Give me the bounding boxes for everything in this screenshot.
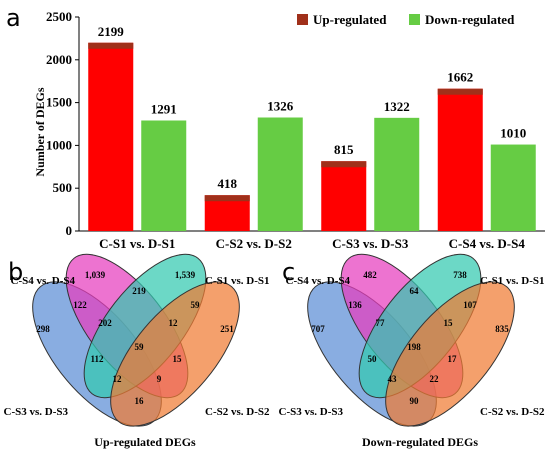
bar-up-regulated [88,42,134,232]
venn-set-label: C-S1 vs. D-S1 [480,275,544,287]
bar-down-regulated [257,117,303,231]
venn-count-s4s2: 15 [173,354,183,364]
bar-value-label: 1291 [151,101,177,116]
venn-count-s3s4: 122 [73,300,87,310]
venn-count-s2: 835 [495,324,509,334]
bar-up-cap [321,161,367,168]
venn-count-s4s1: 64 [410,286,420,296]
bar-value-label: 418 [218,176,238,191]
venn-title: Up-regulated DEGs [94,435,196,449]
venn-count-all: 198 [407,342,421,352]
panel-label-a: a [6,4,21,32]
panel-label-b: b [8,258,23,286]
bar-up-cap [204,195,250,202]
venn-count-s4s2: 17 [448,354,458,364]
legend-label-down: Down-regulated [425,12,515,27]
venn-count-s3s1: 112 [90,354,104,364]
venn-title: Down-regulated DEGs [362,435,478,449]
bar-down-regulated [141,120,187,231]
legend-label-up: Up-regulated [313,12,387,27]
venn-count-s3: 298 [36,324,50,334]
bar-up-cap [88,42,134,49]
bar-value-label: 1322 [384,99,410,114]
bar-up-cap [437,88,483,95]
venn-set-label: C-S1 vs. D-S1 [205,275,269,287]
venn-count-s2: 251 [220,324,234,334]
venn-count-s4s1s2: 12 [169,318,179,328]
venn-count-s3s2: 90 [410,396,420,406]
bar-down-regulated [374,117,420,231]
venn-set-label: C-S4 vs. D-S4 [286,275,351,287]
bar-value-label: 2199 [98,24,125,39]
legend-swatch-down [409,14,420,25]
venn-count-s4: 1,039 [85,270,106,280]
bar-value-label: 815 [334,142,354,157]
venn-count-s3s2: 16 [135,396,145,406]
bar-value-label: 1010 [500,126,526,141]
venn-count-s1s2: 107 [463,300,477,310]
bar-value-label: 1326 [267,98,294,113]
x-category-label: C-S1 vs. D-S1 [99,236,175,251]
bar-chart: Number of DEGs 0 500 1000 1500 2000 2500 2199… [33,9,545,251]
venn-set-label: C-S3 vs. D-S3 [4,406,69,418]
venn-set-label: C-S3 vs. D-S3 [279,406,344,418]
y-tick-label: 0 [66,223,73,238]
panel-label-c: c [282,258,295,286]
y-tick-label: 500 [53,180,73,195]
venn-count-s3s4: 136 [348,300,362,310]
bar-up-regulated [437,88,483,231]
venn-count-s4: 482 [363,270,377,280]
venn-set-label: C-S2 vs. D-S2 [205,406,270,418]
venn-count-s3s4s2: 22 [430,374,440,384]
venn-count-s3s4s1: 202 [98,318,112,328]
venn-up-regulated: 1,039 1,539 298 251 219 122 59 16 202 12 112 15 59 12… [4,253,270,449]
venn-count-s1: 1,539 [175,270,196,280]
bar-up-regulated [321,161,367,231]
venn-count-s4s1s2: 15 [444,318,454,328]
venn-count-s1: 738 [453,270,467,280]
legend-swatch-up [297,14,308,25]
venn-set-label: C-S2 vs. D-S2 [480,406,545,418]
y-tick-label: 1000 [46,137,72,152]
venn-set-s2 [385,281,515,427]
venn-count-s3s1s2: 43 [388,374,398,384]
venn-count-s4s1: 219 [132,286,146,296]
y-tick-label: 1500 [46,95,72,110]
x-category-label: C-S4 vs. D-S4 [449,236,526,251]
x-category-label: C-S2 vs. D-S2 [216,236,292,251]
venn-count-s3s1: 50 [368,354,378,364]
venn-set-s2 [110,281,240,427]
venn-count-s3s1s2: 12 [113,374,123,384]
venn-count-s3: 707 [311,324,325,334]
y-tick-label: 2000 [46,52,72,67]
venn-count-s1s2: 59 [191,300,201,310]
y-axis-label: Number of DEGs [33,87,47,176]
venn-down-regulated: 482 738 707 835 64 136 107 90 77 15 50 17 198 43 22 C-S… [279,253,545,449]
bar-value-label: 1662 [447,70,473,85]
venn-set-label: C-S4 vs. D-S4 [11,275,76,287]
x-category-label: C-S3 vs. D-S3 [332,236,409,251]
venn-count-all: 59 [135,342,145,352]
venn-count-s3s4s1: 77 [376,318,386,328]
y-tick-label: 2500 [46,9,72,24]
bar-down-regulated [490,144,536,231]
venn-count-s3s4s2: 9 [157,374,162,384]
